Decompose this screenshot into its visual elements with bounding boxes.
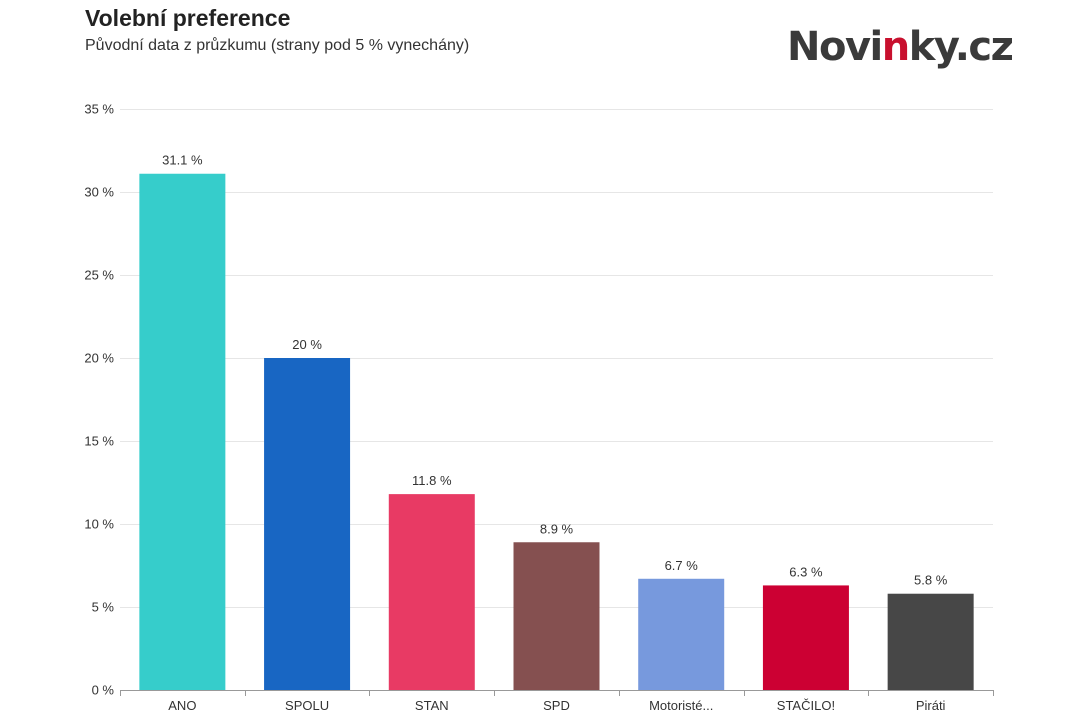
bar[interactable]: [638, 578, 725, 690]
x-tick-label: SPD: [543, 698, 570, 713]
x-tick-label: STAN: [415, 698, 449, 713]
bar[interactable]: [887, 593, 974, 690]
x-tick-label: Piráti: [916, 698, 946, 713]
bar[interactable]: [762, 585, 849, 690]
x-axis: ANO SPOLU STAN SPD Motoristé... STAČILO! Pirát…: [120, 690, 994, 713]
bars: [139, 173, 974, 691]
data-label: 8.9 %: [540, 521, 574, 536]
y-tick-label: 15 %: [84, 434, 114, 449]
y-tick-label: 25 %: [84, 268, 114, 283]
bar[interactable]: [139, 173, 226, 691]
data-label: 5.8 %: [914, 573, 948, 588]
x-tick-label: ANO: [168, 698, 196, 713]
data-label: 31.1 %: [162, 153, 203, 168]
data-label: 11.8 %: [412, 473, 452, 488]
y-tick-label: 10 %: [84, 517, 114, 532]
bar[interactable]: [264, 358, 351, 690]
logo-text-end: ky.cz: [908, 24, 1014, 70]
logo-text-accent: n: [881, 24, 910, 70]
x-tick-label: Motoristé...: [649, 698, 713, 713]
y-axis-ticks: 0 % 5 % 10 % 15 % 20 % 25 % 30 % 35 %: [84, 102, 114, 698]
data-labels: 31.1 % 20 % 11.8 % 8.9 % 6.7 % 6.3 % 5.8 %: [162, 153, 948, 588]
y-tick-label: 35 %: [84, 102, 114, 117]
chart-subtitle: Původní data z průzkumu (strany pod 5 % …: [85, 37, 470, 54]
bar[interactable]: [513, 542, 600, 690]
y-tick-label: 0 %: [92, 683, 115, 698]
data-label: 6.3 %: [789, 564, 823, 579]
y-tick-label: 5 %: [92, 600, 115, 615]
y-tick-label: 30 %: [84, 185, 114, 200]
novinky-logo[interactable]: Novinky.cz: [787, 24, 1014, 70]
x-tick-label: STAČILO!: [777, 698, 835, 713]
data-label: 20 %: [292, 337, 322, 352]
data-label: 6.7 %: [665, 558, 699, 573]
bar[interactable]: [388, 494, 475, 690]
x-tick-label: SPOLU: [285, 698, 329, 713]
logo-text-start: Novi: [787, 24, 883, 70]
chart-title: Volební preference: [85, 5, 291, 31]
y-tick-label: 20 %: [84, 351, 114, 366]
